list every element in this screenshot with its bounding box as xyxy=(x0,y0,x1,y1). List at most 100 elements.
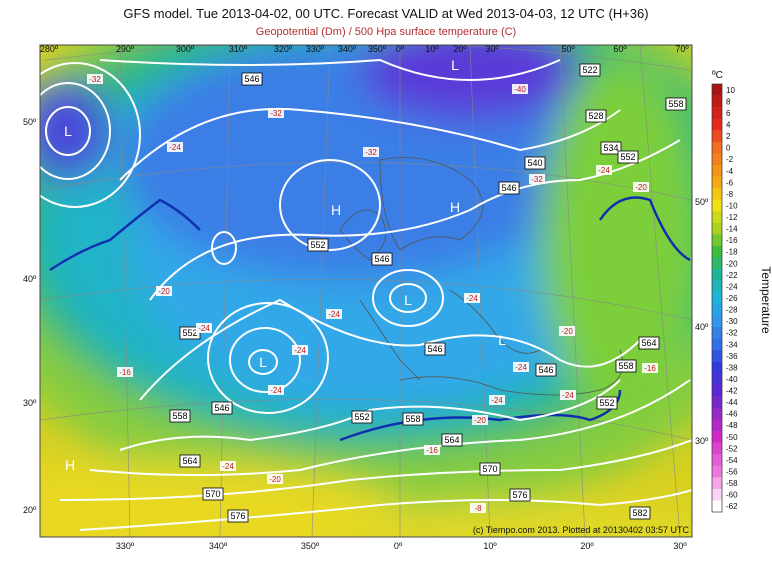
top-lon-label: 310º xyxy=(229,44,248,54)
colorbar-tick-label: -62 xyxy=(726,502,738,511)
geopotential-label: 564 xyxy=(444,435,459,445)
geopotential-label: 552 xyxy=(599,398,614,408)
temperature-label: -32 xyxy=(270,109,282,118)
colorbar-frame xyxy=(711,83,723,513)
colorbar-cell xyxy=(712,95,722,108)
geopotential-label-box xyxy=(479,462,501,476)
geopotential-label-box xyxy=(600,141,622,155)
colorbar-cell xyxy=(712,477,722,490)
colorbar-cell xyxy=(712,176,722,189)
colorbar-tick-label: -28 xyxy=(726,306,738,315)
map-labels: 5465225585285345525405465525465525465645… xyxy=(64,57,687,523)
top-lon-label: 340º xyxy=(338,44,357,54)
temperature-label: -16 xyxy=(644,364,656,373)
temperature-label: -24 xyxy=(222,462,234,471)
credit: (c) Tiempo.com 2013. Plotted at 20130402… xyxy=(473,525,690,535)
colorbar-cell xyxy=(712,269,722,281)
colorbar-cell xyxy=(712,350,722,362)
colorbar-tick-label: -38 xyxy=(726,363,738,372)
colorbar-tick-label: 4 xyxy=(726,120,731,129)
pressure-center: L xyxy=(64,123,72,139)
colorbar-tick-label: -44 xyxy=(726,398,738,407)
colorbar-cell xyxy=(712,130,722,143)
colorbar-unit: ºC xyxy=(712,70,723,81)
top-lon-label: 320º xyxy=(274,44,293,54)
geopotential-label-box xyxy=(596,396,618,410)
colorbar-cell xyxy=(712,338,722,351)
colorbar-cell xyxy=(712,211,722,224)
colorbar-tick-label: -8 xyxy=(726,190,734,199)
pressure-center: H xyxy=(331,202,341,218)
colorbar-cell xyxy=(712,234,722,247)
bottom-lon-label: 0º xyxy=(394,541,403,551)
colorbar-cell xyxy=(712,118,722,131)
geopotential-label-box xyxy=(179,454,201,468)
temperature-label-box xyxy=(470,503,486,513)
colorbar: 10 8 6 4 2 0 -2 -4 -6 -8 -10 -12 -14 -16 -18 -20 -22 -24 -… xyxy=(711,70,772,513)
temperature-label-box xyxy=(267,474,283,484)
colorbar-tick-label: -40 xyxy=(726,375,738,384)
bottom-lon-label: 20º xyxy=(580,541,594,551)
top-lon-label: 30º xyxy=(485,44,499,54)
colorbar-cell xyxy=(712,153,722,166)
top-lon-label: 70º xyxy=(675,44,689,54)
geopotential-label: 546 xyxy=(538,365,553,375)
colorbar-cell xyxy=(712,315,722,328)
geopotential-label: 540 xyxy=(527,158,542,168)
geopotential-label-box xyxy=(169,409,191,423)
top-lon-label: 290º xyxy=(116,44,135,54)
temperature-label-box xyxy=(268,385,284,395)
subtitle: Geopotential (Dm) / 500 Hpa surface temp… xyxy=(256,26,516,38)
geopotential-label-box xyxy=(617,150,639,164)
geopotential-label-box xyxy=(211,401,233,415)
geopotential-label: 552 xyxy=(310,240,325,250)
colorbar-tick-label: -42 xyxy=(726,387,738,396)
temperature-label: -32 xyxy=(89,75,101,84)
temperature-label-box xyxy=(196,323,212,333)
geopotential-label: 582 xyxy=(632,508,647,518)
geopotential-label: 558 xyxy=(618,361,633,371)
temperature-label: -20 xyxy=(635,183,647,192)
temperature-label: -24 xyxy=(294,346,306,355)
geopotential-label-box xyxy=(615,359,637,373)
temperature-label-box xyxy=(326,309,342,319)
colorbar-tick-label: -58 xyxy=(726,479,738,488)
colorbar-cell xyxy=(712,303,722,316)
colorbar-tick-label: -48 xyxy=(726,421,738,430)
bottom-lon-label: 10º xyxy=(483,541,497,551)
right-lat-label: 30º xyxy=(695,436,709,446)
temperature-label-box xyxy=(87,74,103,84)
colorbar-cell xyxy=(712,419,722,432)
colorbar-cell xyxy=(712,164,722,177)
temperature-label: -20 xyxy=(158,287,170,296)
top-lon-label: 350º xyxy=(368,44,387,54)
temperature-label-box xyxy=(117,367,133,377)
colorbar-cell xyxy=(712,373,722,386)
geopotential-label-box xyxy=(524,156,546,170)
colorbar-tick-label: -2 xyxy=(726,155,734,164)
colorbar-tick-label: -22 xyxy=(726,271,738,280)
colorbar-tick-label: -6 xyxy=(726,178,734,187)
colorbar-cell xyxy=(712,442,722,455)
temperature-label-box xyxy=(489,395,505,405)
geopotential-label-box xyxy=(351,410,373,424)
colorbar-cell xyxy=(712,141,722,154)
temperature-label: -24 xyxy=(270,386,282,395)
geopotential-label: 546 xyxy=(244,74,259,84)
colorbar-cell xyxy=(712,326,722,339)
geopotential-label: 564 xyxy=(641,338,656,348)
left-lat-label: 40º xyxy=(23,274,37,284)
right-lat-label: 40º xyxy=(695,322,709,332)
geopotential-label: 558 xyxy=(405,414,420,424)
temperature-label-box xyxy=(529,174,545,184)
colorbar-tick-label: 2 xyxy=(726,132,731,141)
pressure-center: L xyxy=(451,57,459,73)
geopotential-label: 546 xyxy=(374,254,389,264)
geopotential-label: 534 xyxy=(603,143,618,153)
colorbar-tick-label: -50 xyxy=(726,433,738,442)
temperature-label-box xyxy=(292,345,308,355)
temperature-label-box xyxy=(156,286,172,296)
